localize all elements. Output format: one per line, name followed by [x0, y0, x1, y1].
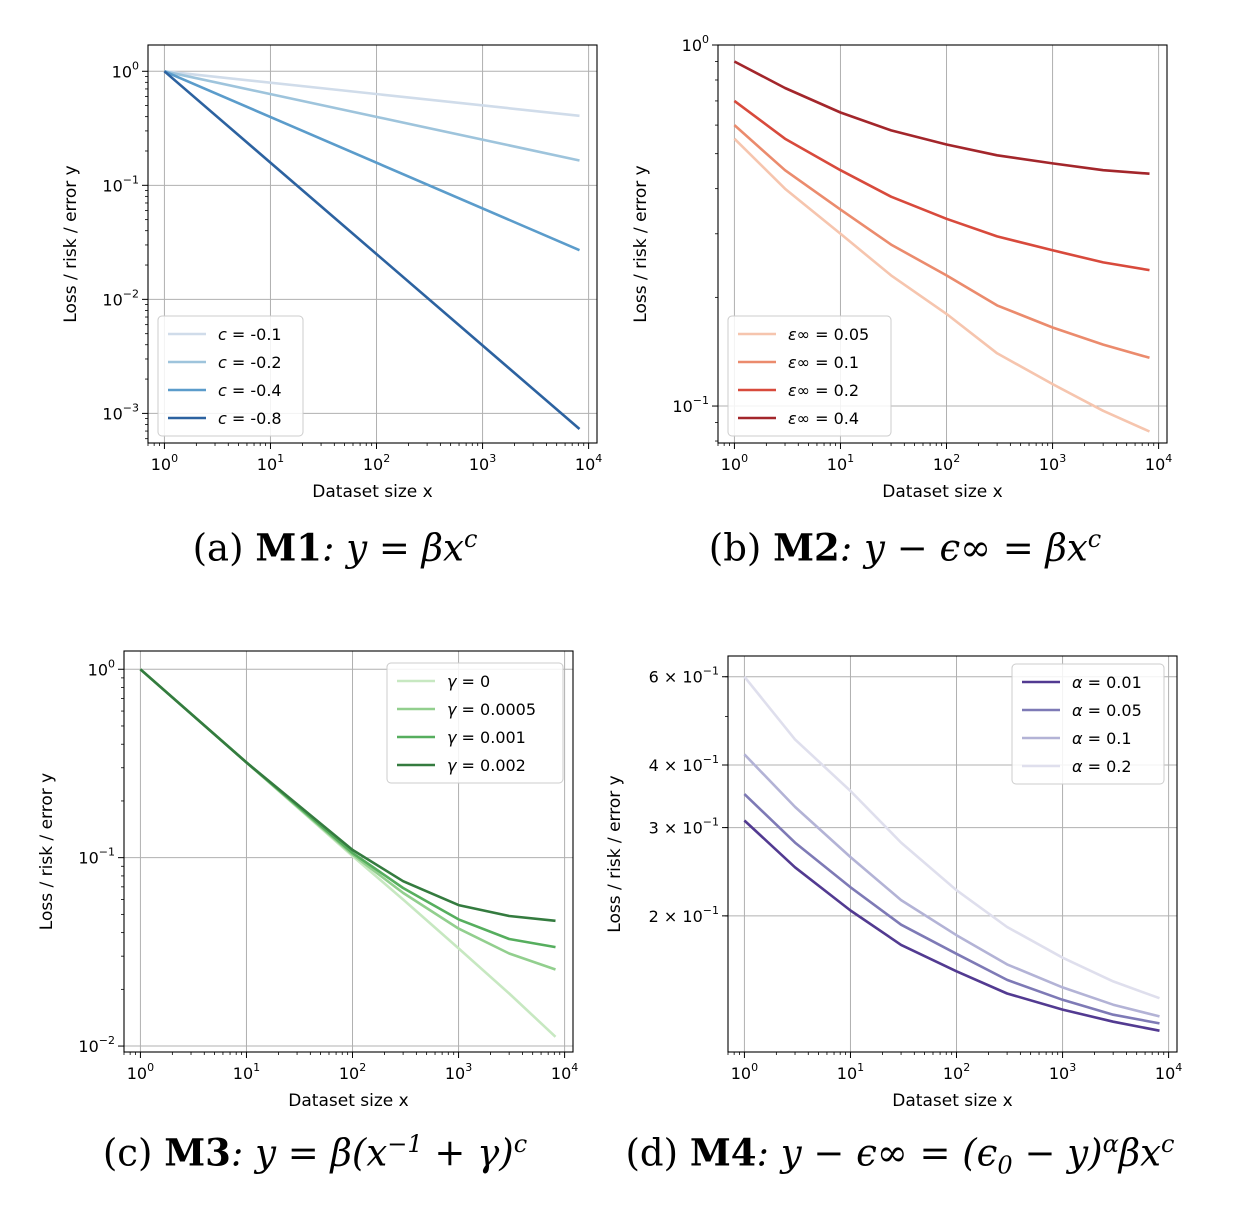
x-tick-label: 104	[1155, 1061, 1182, 1083]
x-tick-label: 102	[339, 1061, 366, 1083]
series-line	[139, 668, 556, 923]
x-tick-label: 104	[575, 452, 602, 474]
legend-entry: c = -0.2	[218, 353, 282, 372]
series-line	[733, 137, 1151, 433]
plot-frame	[717, 44, 1168, 444]
y-tick-label: 10−2	[102, 287, 139, 309]
y-tick-label: 10−2	[78, 1034, 115, 1056]
series-line	[743, 675, 1160, 1000]
x-tick-label: 102	[943, 1061, 970, 1083]
series-line	[743, 753, 1160, 1018]
legend: c = -0.1 c = -0.2 c = -0.4 c = -0.8	[157, 315, 304, 437]
model-name: M4	[689, 1130, 757, 1175]
series-line	[743, 793, 1160, 1025]
chart-panel-c: 100 101 102 103 104 100 10−1 10−2 Dataset size x…	[37, 650, 578, 1111]
x-axis-label: Dataset size x	[882, 482, 1002, 502]
y-tick-label: 10−1	[78, 846, 115, 868]
y-axis-label: Loss / risk / error y	[631, 165, 651, 322]
plot-frame	[147, 44, 598, 444]
x-tick-label: 104	[1145, 452, 1172, 474]
y-tick-label: 4 × 10−1	[649, 753, 719, 775]
y-tick-label: 10−1	[102, 173, 139, 195]
series-line	[163, 70, 581, 430]
x-tick-label: 101	[233, 1061, 260, 1083]
x-axis-label: Dataset size x	[892, 1091, 1012, 1111]
model-name: M3	[164, 1130, 231, 1175]
legend-entry: γ = 0	[447, 672, 490, 691]
series-line	[733, 60, 1150, 175]
model-name: M1	[255, 525, 323, 570]
series-line	[163, 70, 581, 252]
x-tick-label: 100	[731, 1061, 758, 1083]
series-line	[164, 70, 580, 162]
y-tick-label: 10−3	[102, 401, 139, 423]
x-tick-label: 101	[837, 1061, 864, 1083]
legend: γ = 0 γ = 0.0005 γ = 0.001 γ = 0.002	[386, 662, 564, 784]
legend-entry: α = 0.2	[1072, 757, 1132, 776]
legend-box	[386, 662, 564, 784]
caption-b: (b) M2: y − ϵ∞ = βxc	[708, 525, 1102, 570]
chart-panel-d: 100 101 102 103 104 6 × 10−1 4 × 10−1 3 × 10−1 2…	[605, 655, 1182, 1111]
legend: ε∞ = 0.05 ε∞ = 0.1 ε∞ = 0.2 ε∞ = 0.4	[727, 315, 892, 437]
legend-entry: ε∞ = 0.4	[788, 409, 859, 428]
series-line	[733, 99, 1150, 272]
legend-entry: α = 0.01	[1072, 673, 1142, 692]
legend-entry: γ = 0.002	[447, 756, 526, 775]
x-axis-label: Dataset size x	[312, 482, 432, 502]
x-tick-label: 101	[257, 452, 284, 474]
x-tick-label: 103	[445, 1061, 472, 1083]
legend-entry: α = 0.1	[1072, 729, 1132, 748]
model-name: M2	[773, 525, 840, 570]
series-line	[164, 70, 580, 118]
x-tick-label: 103	[469, 452, 496, 474]
y-axis-label: Loss / risk / error y	[61, 165, 81, 322]
y-tick-label: 10−1	[672, 394, 709, 416]
legend-entry: ε∞ = 0.05	[788, 325, 869, 344]
chart-panel-b: 100 101 102 103 104 100 10−1 Dataset size x Loss…	[631, 33, 1172, 502]
y-tick-label: 6 × 10−1	[649, 665, 719, 687]
legend-box	[727, 315, 892, 437]
chart-panel-a: 100 101 102 103 104 100 10−1 10−2 10−3 Dataset si…	[61, 44, 602, 502]
plot-frame	[123, 650, 574, 1053]
legend: α = 0.01 α = 0.05 α = 0.1 α = 0.2	[1011, 663, 1165, 785]
legend-entry: ε∞ = 0.2	[788, 381, 859, 400]
legend-entry: c = -0.1	[218, 325, 282, 344]
legend-box	[157, 315, 304, 437]
x-tick-label: 100	[127, 1061, 154, 1083]
legend-entry: γ = 0.0005	[447, 700, 536, 719]
y-tick-label: 100	[112, 59, 139, 81]
x-tick-label: 103	[1039, 452, 1066, 474]
y-tick-label: 100	[682, 33, 709, 55]
legend-entry: c = -0.4	[218, 381, 282, 400]
x-tick-label: 100	[151, 452, 178, 474]
legend-entry: ε∞ = 0.1	[788, 353, 859, 372]
caption-c: (c) M3: y = β(x−1 + γ)c	[102, 1130, 528, 1175]
series-line	[743, 819, 1160, 1032]
caption-a: (a) M1: y = βxc	[192, 525, 478, 570]
x-tick-label: 102	[933, 452, 960, 474]
legend-entry: γ = 0.001	[447, 728, 526, 747]
y-tick-label: 3 × 10−1	[649, 816, 719, 838]
x-tick-label: 103	[1049, 1061, 1076, 1083]
series-line	[733, 124, 1150, 360]
plot-frame	[727, 655, 1178, 1053]
legend-box	[1011, 663, 1165, 785]
x-tick-label: 102	[363, 452, 390, 474]
legend-entry: c = -0.8	[218, 409, 282, 428]
y-tick-label: 100	[88, 657, 115, 679]
x-axis-label: Dataset size x	[288, 1091, 408, 1111]
caption-d: (d) M4: y − ϵ∞ = (ϵ0 − y)αβxc	[625, 1130, 1175, 1180]
x-tick-label: 104	[551, 1061, 578, 1083]
legend-entry: α = 0.05	[1072, 701, 1142, 720]
x-tick-label: 100	[721, 452, 748, 474]
y-axis-label: Loss / risk / error y	[605, 775, 625, 932]
y-tick-label: 2 × 10−1	[649, 904, 719, 926]
y-axis-label: Loss / risk / error y	[37, 773, 57, 930]
x-tick-label: 101	[827, 452, 854, 474]
